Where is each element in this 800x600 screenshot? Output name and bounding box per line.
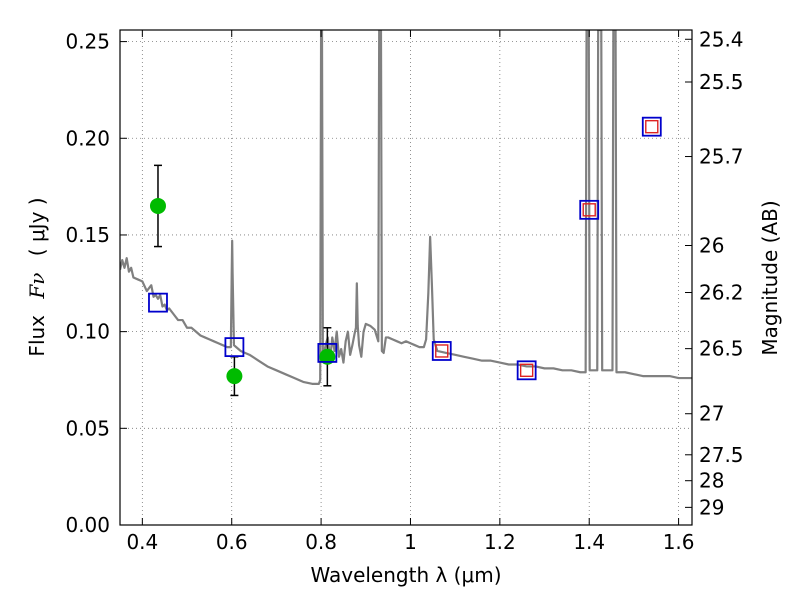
- model-square: [582, 203, 596, 217]
- observed-point: [319, 348, 336, 365]
- y-label-unit: ( μJy ): [25, 197, 49, 256]
- y-tick-label: 0.00: [65, 513, 110, 537]
- mag-tick-label: 26: [699, 233, 724, 257]
- observed-point: [226, 368, 243, 385]
- model-square: [148, 292, 168, 313]
- mag-tick-label: 27: [699, 402, 724, 426]
- y-tick-label: 0.20: [65, 126, 110, 150]
- model-square: [431, 341, 452, 361]
- mag-tick-label: 25.4: [699, 27, 744, 51]
- model-square: [579, 199, 600, 220]
- mag-tick-label: 28: [699, 469, 724, 493]
- model-square: [641, 116, 662, 137]
- spectrum-line: [120, 30, 692, 385]
- mag-tick-label: 27.5: [699, 443, 744, 467]
- ticks: 0.4 0.6 0.8 1 1.2 1.4 1.6 0.00 0.05 0.10 0.15 0.20 0…: [65, 27, 743, 554]
- y-label-symbol: Fν: [25, 273, 49, 300]
- y-label-prefix: Flux: [25, 315, 49, 357]
- x-tick-label: 0.4: [126, 530, 158, 554]
- mag-tick-label: 29: [699, 495, 724, 519]
- y-tick-label: 0.10: [65, 320, 110, 344]
- x-tick-label: 1: [404, 530, 417, 554]
- y-tick-label: 0.15: [65, 223, 110, 247]
- spectrum-layer: [120, 30, 692, 385]
- marker-layer: [148, 116, 662, 397]
- plot-frame: [119, 29, 693, 526]
- model-square: [224, 337, 245, 358]
- observed-point: [149, 197, 166, 214]
- y-axis-label-left: Flux Fν ( μJy ): [25, 197, 49, 356]
- y-tick-label: 0.25: [65, 30, 110, 54]
- plot-background: [120, 30, 692, 525]
- mag-tick-label: 25.5: [699, 70, 744, 94]
- mag-tick-label: 25.7: [699, 145, 744, 169]
- x-tick-label: 1.6: [663, 530, 695, 554]
- x-tick-label: 1.4: [573, 530, 605, 554]
- model-square: [519, 363, 534, 378]
- mag-tick-label: 26.5: [699, 337, 744, 361]
- model-square: [317, 343, 338, 363]
- y-tick-label: 0.05: [65, 416, 110, 440]
- model-square: [645, 119, 659, 134]
- mag-tick-label: 26.2: [699, 281, 744, 305]
- model-square: [516, 360, 537, 381]
- x-axis-label: Wavelength λ (μm): [310, 563, 501, 587]
- x-tick-label: 0.8: [305, 530, 337, 554]
- model-square: [435, 344, 449, 358]
- x-tick-label: 1.2: [484, 530, 516, 554]
- y-axis-label-right: Magnitude (AB): [758, 200, 782, 355]
- x-tick-label: 0.6: [216, 530, 248, 554]
